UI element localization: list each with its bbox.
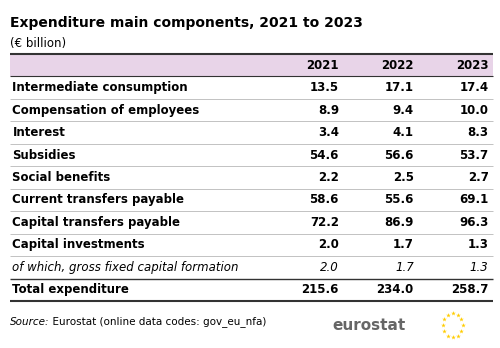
- Text: 2021: 2021: [306, 59, 339, 72]
- Text: 8.9: 8.9: [318, 104, 339, 117]
- Text: 9.4: 9.4: [392, 104, 413, 117]
- Text: 86.9: 86.9: [384, 216, 414, 229]
- Text: Subsidies: Subsidies: [12, 149, 76, 161]
- Text: 258.7: 258.7: [451, 283, 488, 296]
- Text: 1.7: 1.7: [393, 238, 413, 251]
- Text: 2022: 2022: [381, 59, 414, 72]
- Text: eurostat: eurostat: [332, 318, 406, 333]
- Text: 55.6: 55.6: [384, 193, 414, 206]
- Text: 96.3: 96.3: [460, 216, 488, 229]
- Text: 2.0: 2.0: [318, 238, 339, 251]
- Text: 54.6: 54.6: [310, 149, 339, 161]
- Text: 17.4: 17.4: [460, 81, 488, 94]
- Text: 17.1: 17.1: [384, 81, 414, 94]
- Text: 1.3: 1.3: [470, 261, 488, 274]
- Text: 1.7: 1.7: [395, 261, 413, 274]
- Text: Current transfers payable: Current transfers payable: [12, 193, 184, 206]
- Text: 2.7: 2.7: [468, 171, 488, 184]
- Text: 10.0: 10.0: [460, 104, 488, 117]
- Text: 4.1: 4.1: [392, 126, 413, 139]
- Text: 3.4: 3.4: [318, 126, 339, 139]
- Text: 58.6: 58.6: [310, 193, 339, 206]
- Bar: [10, 54, 492, 77]
- Text: Social benefits: Social benefits: [12, 171, 111, 184]
- Text: Expenditure main components, 2021 to 2023: Expenditure main components, 2021 to 202…: [10, 16, 363, 30]
- Text: Source:: Source:: [10, 317, 50, 327]
- Text: 1.3: 1.3: [468, 238, 488, 251]
- Text: Eurostat (online data codes: gov_eu_nfa): Eurostat (online data codes: gov_eu_nfa): [46, 316, 266, 327]
- Text: 13.5: 13.5: [310, 81, 339, 94]
- Text: 234.0: 234.0: [376, 283, 414, 296]
- Text: Compensation of employees: Compensation of employees: [12, 104, 200, 117]
- Text: (€ billion): (€ billion): [10, 37, 66, 49]
- Text: 53.7: 53.7: [460, 149, 488, 161]
- Text: Capital transfers payable: Capital transfers payable: [12, 216, 180, 229]
- Text: 215.6: 215.6: [302, 283, 339, 296]
- Text: 72.2: 72.2: [310, 216, 339, 229]
- Text: 2.5: 2.5: [392, 171, 413, 184]
- Text: Capital investments: Capital investments: [12, 238, 145, 251]
- Text: Intermediate consumption: Intermediate consumption: [12, 81, 188, 94]
- Text: of which, gross fixed capital formation: of which, gross fixed capital formation: [12, 261, 239, 274]
- Text: 8.3: 8.3: [468, 126, 488, 139]
- Text: Interest: Interest: [12, 126, 66, 139]
- Text: 56.6: 56.6: [384, 149, 414, 161]
- Text: Total expenditure: Total expenditure: [12, 283, 130, 296]
- Text: 2023: 2023: [456, 59, 488, 72]
- Text: 2.0: 2.0: [320, 261, 339, 274]
- Text: 2.2: 2.2: [318, 171, 339, 184]
- Text: 69.1: 69.1: [460, 193, 488, 206]
